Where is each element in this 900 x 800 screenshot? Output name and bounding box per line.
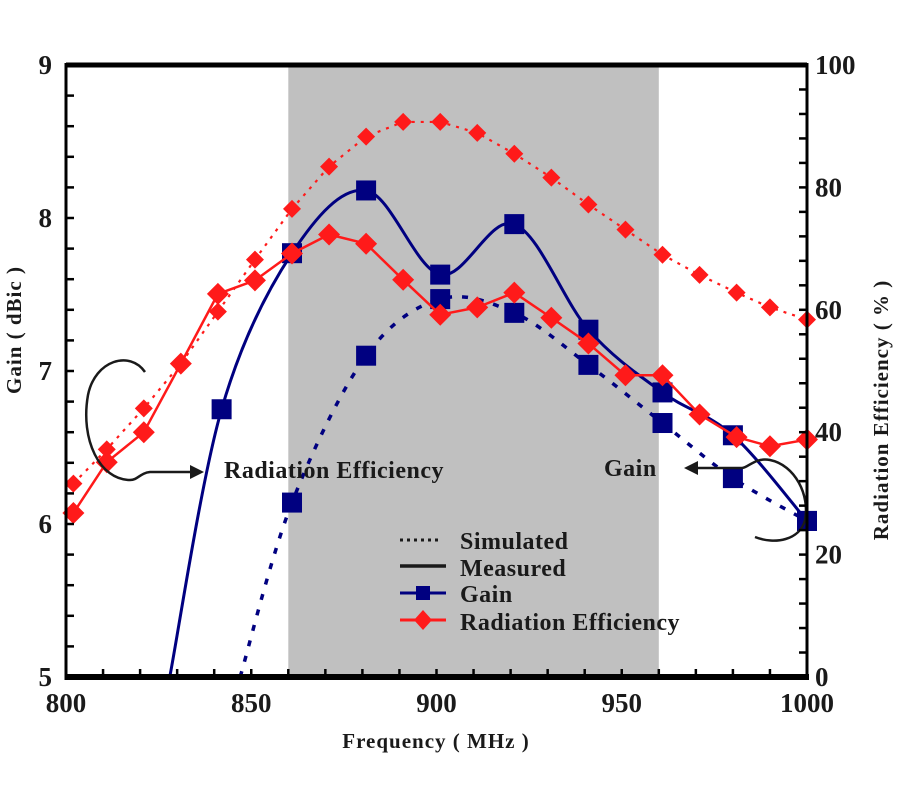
y-left-tick-label: 9: [39, 50, 53, 80]
data-point-diamond: [505, 144, 524, 163]
data-point-diamond: [466, 296, 489, 319]
y-axis-right-title: Radiation Efficiency ( % ): [869, 280, 893, 540]
y-left-tick-label: 7: [39, 356, 53, 386]
annotation-gain: Gain: [604, 456, 657, 482]
data-point-square: [282, 492, 303, 513]
data-point-square: [578, 354, 599, 375]
data-point-diamond: [727, 283, 746, 302]
data-point-diamond: [614, 364, 637, 387]
data-point-diamond: [132, 421, 155, 444]
data-point-diamond: [431, 112, 450, 131]
x-tick-label: 850: [231, 688, 272, 718]
arrow-left-icon: [684, 461, 698, 475]
data-point-diamond: [725, 426, 748, 449]
data-point-square: [652, 413, 673, 434]
data-point-diamond: [653, 245, 672, 264]
y-left-tick-label: 8: [39, 203, 53, 233]
data-point-diamond: [577, 332, 600, 355]
series-gain-simulated: [238, 289, 817, 678]
x-axis-title: Frequency ( MHz ): [342, 729, 529, 753]
data-point-square: [356, 180, 377, 201]
data-point-square: [652, 382, 673, 403]
legend-label-radiation-efficiency: Radiation Efficiency: [460, 610, 680, 636]
data-point-diamond: [579, 195, 598, 214]
data-point-diamond: [318, 223, 341, 246]
series-line: [238, 294, 808, 678]
gain-bracket-curve: [698, 458, 808, 542]
x-tick-label: 800: [46, 688, 87, 718]
data-point-diamond: [62, 501, 85, 524]
legend-swatch-gain-marker: [416, 586, 430, 600]
x-tick-label: 900: [416, 688, 457, 718]
y-right-tick-label: 40: [815, 417, 842, 447]
data-point-diamond: [171, 354, 190, 373]
data-point-diamond: [540, 306, 563, 329]
data-point-square: [430, 289, 451, 310]
annotation-radiation-efficiency: Radiation Efficiency: [224, 458, 444, 484]
data-point-diamond: [429, 303, 452, 326]
annotation-layer: Radiation Efficiency Gain: [85, 359, 808, 542]
x-tick-label: 950: [602, 688, 643, 718]
data-point-diamond: [758, 435, 781, 458]
data-point-diamond: [651, 364, 674, 387]
data-point-diamond: [243, 269, 266, 292]
ticks-layer: 800 850 900 950 1000 5 6 7 8 9 0 20 40 60 80 100: [39, 50, 856, 718]
data-point-diamond: [616, 220, 635, 239]
data-point-diamond: [690, 265, 709, 284]
data-point-diamond: [245, 250, 264, 269]
y-right-tick-label: 80: [815, 172, 842, 202]
data-point-diamond: [392, 268, 415, 291]
data-point-square: [211, 399, 232, 420]
data-point-diamond: [134, 399, 153, 418]
data-point-diamond: [394, 112, 413, 131]
arrow-right-icon: [190, 465, 204, 479]
data-point-diamond: [760, 298, 779, 317]
data-point-square: [504, 214, 525, 235]
y-left-tick-label: 6: [39, 509, 53, 539]
legend-label-simulated: Simulated: [460, 529, 569, 555]
data-point-square: [430, 264, 451, 285]
data-point-diamond: [355, 232, 378, 255]
data-point-diamond: [281, 242, 304, 265]
y-right-tick-label: 100: [815, 50, 856, 80]
data-point-diamond: [503, 281, 526, 304]
data-point-diamond: [688, 403, 711, 426]
data-point-diamond: [283, 199, 302, 218]
eff-bracket-curve: [85, 359, 192, 482]
legend: Simulated Measured Gain Radiation Effici…: [400, 529, 680, 636]
y-axis-left-title: Gain ( dBic ): [2, 266, 26, 394]
y-left-tick-label: 5: [39, 662, 53, 692]
data-point-diamond: [468, 123, 487, 142]
data-point-square: [504, 302, 525, 323]
y-right-tick-label: 20: [815, 540, 842, 570]
data-point-diamond: [357, 127, 376, 146]
data-point-diamond: [97, 440, 116, 459]
data-point-square: [578, 319, 599, 340]
y-right-tick-label: 60: [815, 295, 842, 325]
legend-label-measured: Measured: [460, 556, 566, 582]
data-point-diamond: [320, 157, 339, 176]
legend-swatch-eff-marker: [414, 610, 432, 630]
legend-label-gain: Gain: [460, 582, 513, 608]
data-point-square: [722, 468, 743, 489]
x-tick-label: 1000: [780, 688, 834, 718]
data-point-square: [356, 345, 377, 366]
data-point-diamond: [208, 302, 227, 321]
data-point-diamond: [64, 474, 83, 493]
data-point-diamond: [206, 282, 229, 305]
data-point-diamond: [95, 451, 118, 474]
y-right-tick-label: 0: [815, 662, 829, 692]
data-point-diamond: [542, 168, 561, 187]
